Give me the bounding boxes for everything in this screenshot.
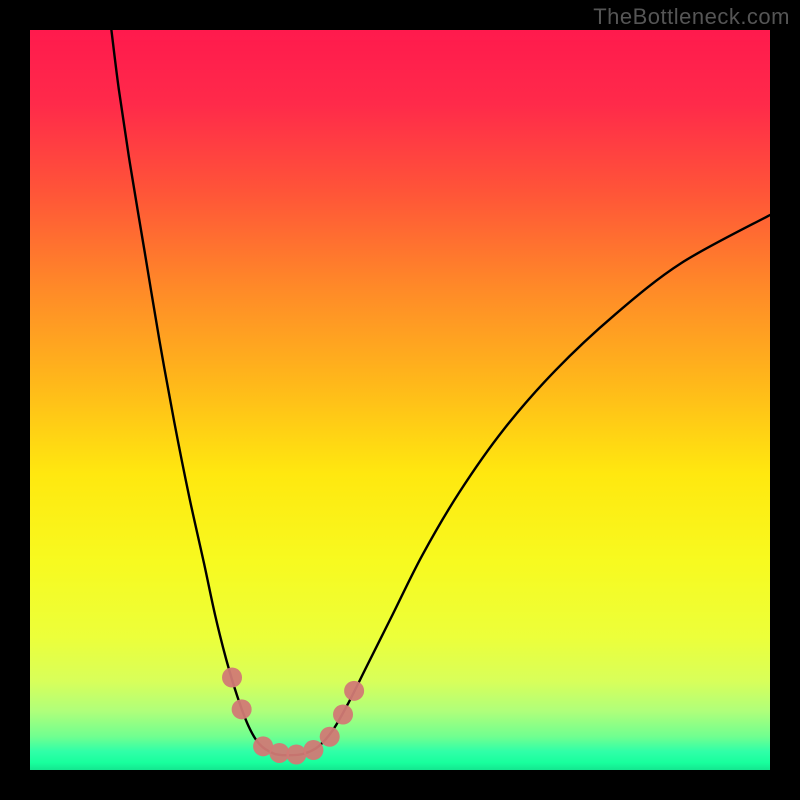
chart-container: TheBottleneck.com [0,0,800,800]
marker-point [269,743,289,763]
plot-background [30,30,770,770]
marker-point [286,744,306,764]
marker-point [303,740,323,760]
marker-point [222,668,242,688]
marker-point [320,727,340,747]
bottleneck-chart [0,0,800,800]
marker-point [344,681,364,701]
marker-point [333,705,353,725]
marker-point [232,699,252,719]
watermark-text: TheBottleneck.com [593,4,790,30]
